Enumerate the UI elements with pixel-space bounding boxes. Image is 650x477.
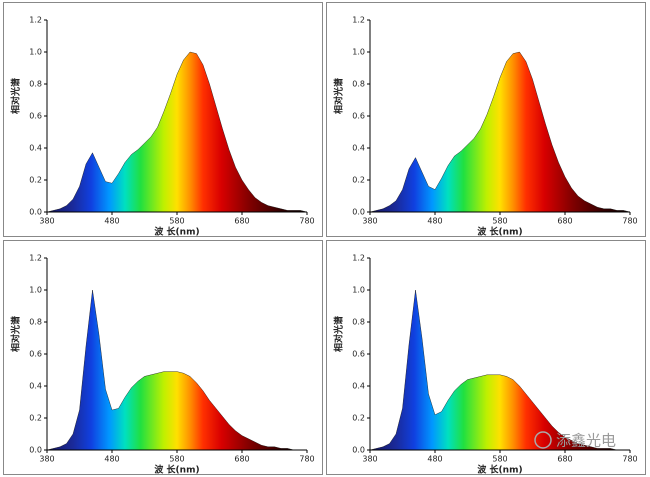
y-tick-label: 0.4: [352, 144, 365, 153]
y-tick-label: 0.8: [352, 318, 365, 327]
x-axis-label: 波 长(nm): [154, 226, 199, 238]
x-tick-label: 580: [169, 217, 184, 226]
x-tick-label: 680: [234, 455, 249, 464]
spectrum-area: [47, 52, 307, 212]
y-tick-label: 0.8: [29, 80, 42, 89]
watermark-group: 添鑫光电: [534, 431, 616, 450]
x-tick-label: 580: [492, 217, 507, 226]
spectrum-line: [369, 51, 631, 213]
y-tick-label: 1.2: [29, 16, 42, 25]
spectrum-line: [46, 51, 308, 213]
y-tick-label: 0.0: [352, 446, 365, 455]
y-tick-label: 0.6: [29, 350, 42, 359]
y-axis-label: 相对光谱: [333, 78, 345, 114]
chart-panel: 0.0 0.2 0.4 0.6 0.8 1.0 1.2 380 480 580 680 780 波 长(…: [326, 240, 646, 476]
y-tick-label: 0.8: [352, 80, 365, 89]
chart-panel: 0.0 0.2 0.4 0.6 0.8 1.0 1.2 380 480 580 680 780 波 长(…: [3, 2, 323, 238]
y-axis-label: 相对光谱: [10, 316, 22, 352]
x-tick-label: 580: [492, 455, 507, 464]
x-tick-label: 380: [39, 217, 54, 226]
chart-panel: 0.0 0.2 0.4 0.6 0.8 1.0 1.2 380 480 580 680 780 波 长(…: [3, 240, 323, 476]
y-tick-label: 1.2: [29, 254, 42, 263]
y-axis-label: 相对光谱: [333, 316, 345, 352]
y-tick-label: 1.2: [352, 16, 365, 25]
y-tick-label: 0.6: [352, 112, 365, 121]
x-tick-label: 680: [557, 217, 572, 226]
y-tick-label: 1.0: [352, 286, 365, 295]
x-tick-label: 380: [362, 455, 377, 464]
x-tick-label: 380: [39, 455, 54, 464]
y-tick-label: 0.0: [29, 208, 42, 217]
x-tick-label: 480: [104, 455, 119, 464]
y-tick-label: 1.0: [29, 286, 42, 295]
y-tick-label: 0.4: [29, 144, 42, 153]
y-tick-label: 0.6: [352, 350, 365, 359]
y-tick-label: 1.0: [352, 48, 365, 57]
x-tick-label: 780: [622, 455, 637, 464]
x-tick-label: 780: [622, 217, 637, 226]
x-tick-label: 780: [299, 455, 314, 464]
x-axis-label: 波 长(nm): [477, 226, 522, 238]
y-tick-label: 1.2: [352, 254, 365, 263]
chart-panel: 0.0 0.2 0.4 0.6 0.8 1.0 1.2 380 480 580 680 780 波 长(…: [326, 2, 646, 238]
x-tick-label: 680: [557, 455, 572, 464]
y-tick-label: 0.2: [352, 176, 365, 185]
x-tick-label: 480: [427, 455, 442, 464]
x-axis-label: 波 长(nm): [154, 464, 199, 476]
y-tick-label: 0.2: [29, 176, 42, 185]
y-tick-label: 0.2: [352, 414, 365, 423]
y-tick-label: 0.0: [29, 446, 42, 455]
spectrum-line: [46, 289, 307, 451]
spectrum-area: [370, 52, 630, 212]
watermark: 添鑫光电: [556, 432, 616, 450]
y-tick-label: 0.4: [352, 382, 365, 391]
x-tick-label: 480: [427, 217, 442, 226]
y-tick-label: 0.8: [29, 318, 42, 327]
x-tick-label: 380: [362, 217, 377, 226]
x-tick-label: 580: [169, 455, 184, 464]
x-tick-label: 480: [104, 217, 119, 226]
y-tick-label: 0.2: [29, 414, 42, 423]
y-tick-label: 0.4: [29, 382, 42, 391]
x-tick-label: 780: [299, 217, 314, 226]
y-axis-label: 相对光谱: [10, 78, 22, 114]
y-tick-label: 1.0: [29, 48, 42, 57]
spectrum-line: [369, 289, 630, 451]
y-tick-label: 0.6: [29, 112, 42, 121]
x-tick-label: 680: [234, 217, 249, 226]
x-axis-label: 波 长(nm): [477, 464, 522, 476]
watermark-icon: [534, 431, 552, 449]
y-tick-label: 0.0: [352, 208, 365, 217]
